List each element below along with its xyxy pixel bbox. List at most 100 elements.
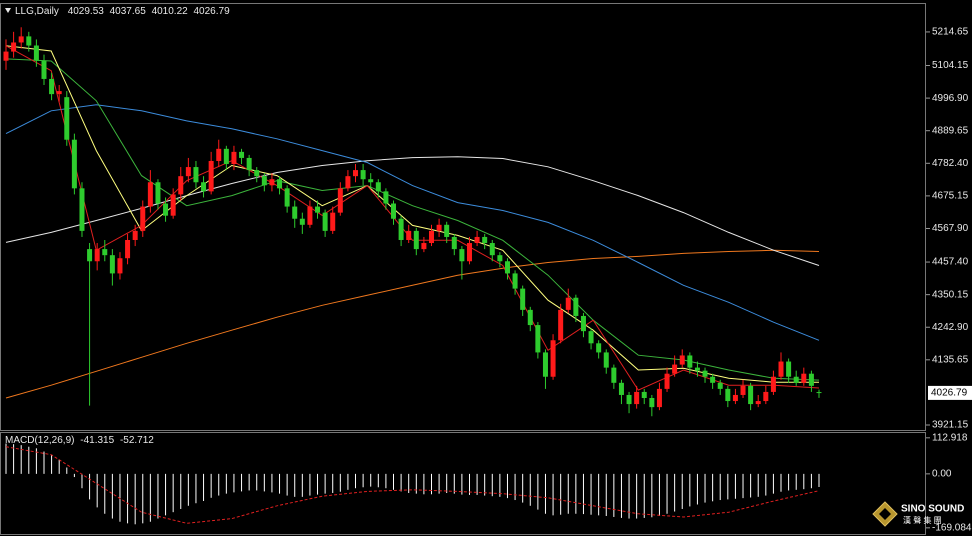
macd-header: MACD(12,26,9) -41.315 -52.712 xyxy=(5,435,154,446)
candle-body xyxy=(155,182,161,204)
candle-body xyxy=(322,212,328,231)
y-tick-label: 4782.40 xyxy=(932,158,969,169)
moving-average-line xyxy=(5,104,820,341)
candle-body xyxy=(284,188,290,207)
candle-body xyxy=(748,385,754,405)
y-tick-label: -169.084 xyxy=(932,522,972,533)
candle-body xyxy=(808,373,814,386)
candle-body xyxy=(125,239,131,259)
chart-header: LLG,Daily 4029.53 4037.65 4010.22 4026.7… xyxy=(15,6,230,17)
candle-body xyxy=(451,236,457,250)
candle-body xyxy=(512,273,518,289)
candle-body xyxy=(375,182,381,192)
candle-body xyxy=(710,376,716,383)
moving-average-line xyxy=(5,58,820,381)
y-tick-label: 4567.90 xyxy=(932,223,969,234)
candle-body xyxy=(573,297,579,316)
candle-body xyxy=(413,230,419,250)
candle-body xyxy=(786,361,792,377)
candle-body xyxy=(558,309,564,341)
candle-body xyxy=(801,373,807,383)
candle-body xyxy=(368,179,374,183)
candle-body xyxy=(428,230,434,244)
y-tick-label: 4889.65 xyxy=(932,125,969,136)
candle-body xyxy=(603,352,609,368)
candle-body xyxy=(497,255,503,262)
candle-body xyxy=(732,394,738,402)
candle-body xyxy=(565,297,571,310)
candle-body xyxy=(793,376,799,383)
candle-body xyxy=(56,91,62,95)
candle-body xyxy=(11,42,17,52)
candle-body xyxy=(178,176,184,195)
candle-body xyxy=(292,206,298,219)
candle-body xyxy=(18,36,24,43)
moving-average-line xyxy=(5,249,820,399)
candle-body xyxy=(740,385,746,395)
candle-body xyxy=(26,36,32,46)
main-panel-frame xyxy=(0,3,926,431)
candle-body xyxy=(489,243,495,256)
candle-body xyxy=(299,218,305,225)
candle-body xyxy=(391,203,397,219)
high-value: 4037.65 xyxy=(110,6,147,17)
candle-body xyxy=(664,373,670,389)
y-tick-label: 4675.15 xyxy=(932,191,969,202)
macd-value: -41.315 xyxy=(80,435,114,446)
candle-body xyxy=(3,51,9,61)
candle-body xyxy=(353,170,359,177)
candle-body xyxy=(542,352,548,377)
candle-body xyxy=(269,179,275,186)
y-tick-label: 112.918 xyxy=(932,432,968,443)
candle-body xyxy=(717,382,723,389)
candle-body xyxy=(193,167,199,183)
candle-body xyxy=(550,340,556,377)
candle-body xyxy=(41,60,47,79)
logo-tagline: 漢 聲 集 團 xyxy=(903,515,942,525)
candle-body xyxy=(109,255,115,274)
candle-body xyxy=(87,249,93,262)
candle-body xyxy=(725,388,731,402)
candle-body xyxy=(315,206,321,213)
candle-body xyxy=(79,188,85,231)
candle-body xyxy=(239,151,245,158)
candle-body xyxy=(117,258,123,274)
y-tick-label: 5214.65 xyxy=(932,27,969,38)
candle-body xyxy=(421,243,427,250)
symbol: LLG,Daily xyxy=(15,6,59,17)
candle-body xyxy=(261,176,267,186)
candle-body xyxy=(672,364,678,374)
candle-body xyxy=(755,401,761,405)
candle-body xyxy=(580,315,586,332)
candle-body xyxy=(520,288,526,310)
candle-body xyxy=(656,388,662,408)
macd-panel-frame xyxy=(0,432,926,535)
candle-body xyxy=(223,148,229,165)
candle-body xyxy=(360,170,366,180)
low-value: 4010.22 xyxy=(152,6,189,17)
candle-body xyxy=(596,343,602,353)
candle-body xyxy=(436,224,442,231)
candle-body xyxy=(246,157,252,171)
candle-body xyxy=(147,182,153,207)
candle-body xyxy=(33,45,39,61)
candle-body xyxy=(444,224,450,237)
candle-body xyxy=(132,230,138,240)
candle-body xyxy=(216,148,222,161)
current-price-box xyxy=(928,385,972,400)
candle-body xyxy=(778,361,784,377)
candle-body xyxy=(71,139,77,189)
menu-arrow[interactable] xyxy=(5,8,11,13)
candle-body xyxy=(102,249,108,256)
candle-body xyxy=(140,206,146,231)
candle-body xyxy=(330,212,336,231)
candle-body xyxy=(49,78,55,95)
logo-icon-inner xyxy=(879,508,891,520)
candle-body xyxy=(611,367,617,383)
candle-body xyxy=(185,167,191,177)
candle-body xyxy=(482,236,488,244)
candle-body xyxy=(588,331,594,344)
candle-body xyxy=(459,249,465,262)
candle-body xyxy=(702,370,708,377)
candle-body xyxy=(649,398,655,408)
